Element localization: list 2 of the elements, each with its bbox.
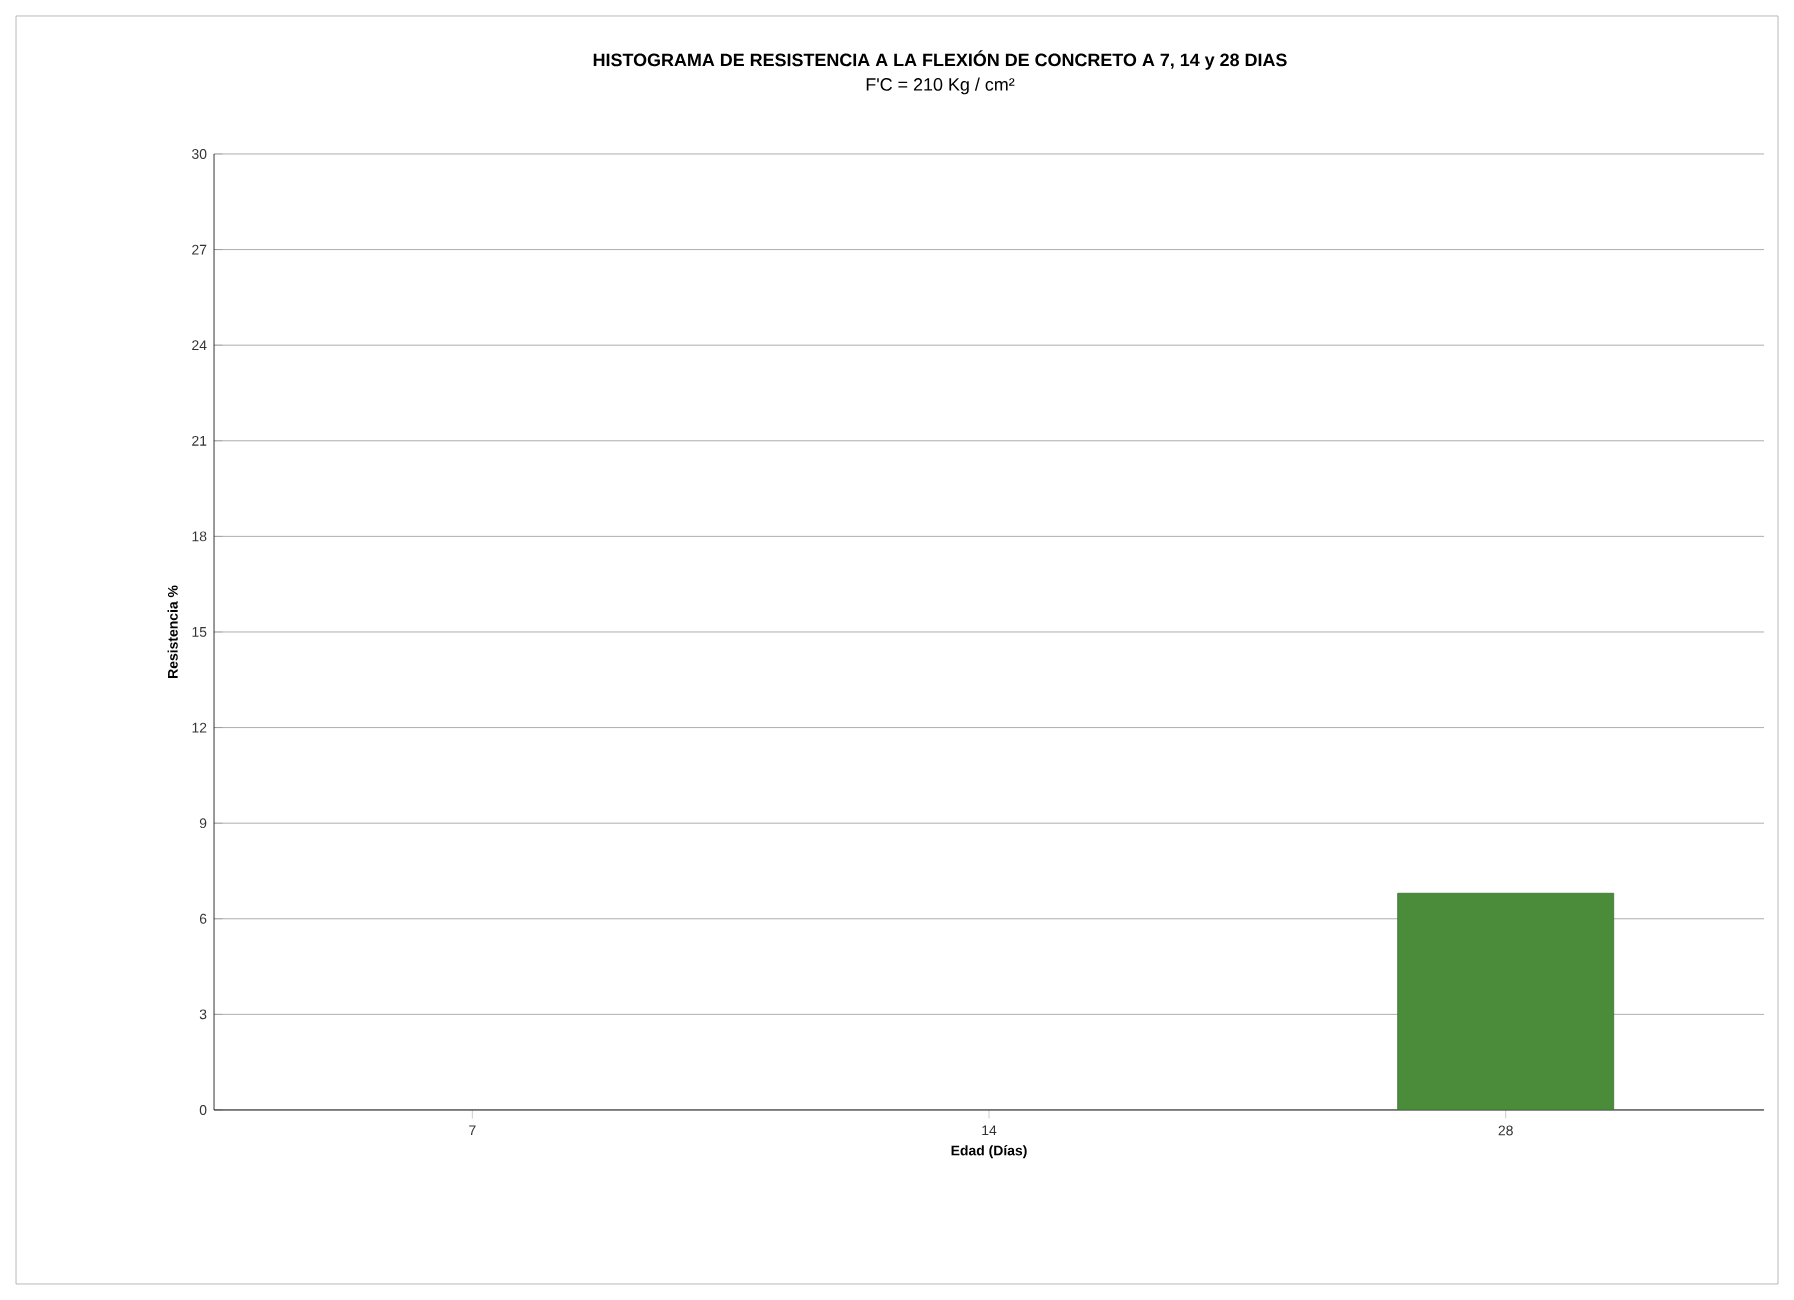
chart-subtitle: F'C = 210 Kg / cm²: [866, 77, 1015, 95]
chart-title: HISTOGRAMA DE RESISTENCIA A LA FLEXIÓN DE CONCRETO A 7, 14 y 28 DIAS: [593, 50, 1287, 70]
